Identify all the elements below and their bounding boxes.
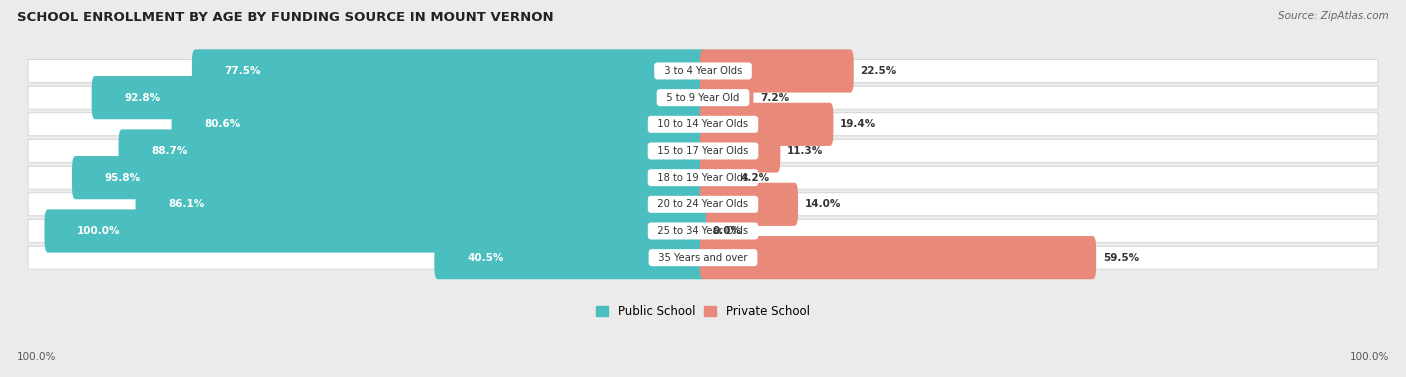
FancyBboxPatch shape: [28, 219, 1378, 242]
Text: 35 Years and over: 35 Years and over: [652, 253, 754, 263]
FancyBboxPatch shape: [91, 76, 706, 119]
Text: 80.6%: 80.6%: [204, 119, 240, 129]
Text: 59.5%: 59.5%: [1102, 253, 1139, 263]
Text: 40.5%: 40.5%: [467, 253, 503, 263]
Text: Source: ZipAtlas.com: Source: ZipAtlas.com: [1278, 11, 1389, 21]
FancyBboxPatch shape: [28, 86, 1378, 109]
Text: 0.0%: 0.0%: [713, 226, 742, 236]
FancyBboxPatch shape: [28, 139, 1378, 162]
FancyBboxPatch shape: [700, 76, 754, 119]
FancyBboxPatch shape: [172, 103, 706, 146]
Text: 100.0%: 100.0%: [1350, 352, 1389, 362]
Text: 10 to 14 Year Olds: 10 to 14 Year Olds: [651, 119, 755, 129]
Text: 95.8%: 95.8%: [105, 173, 141, 182]
FancyBboxPatch shape: [700, 183, 799, 226]
FancyBboxPatch shape: [191, 49, 706, 93]
FancyBboxPatch shape: [28, 246, 1378, 269]
FancyBboxPatch shape: [135, 183, 706, 226]
Text: 25 to 34 Year Olds: 25 to 34 Year Olds: [651, 226, 755, 236]
Text: 18 to 19 Year Olds: 18 to 19 Year Olds: [651, 173, 755, 182]
FancyBboxPatch shape: [700, 129, 780, 173]
Text: 4.2%: 4.2%: [741, 173, 769, 182]
Text: 86.1%: 86.1%: [169, 199, 205, 209]
FancyBboxPatch shape: [700, 156, 734, 199]
FancyBboxPatch shape: [28, 113, 1378, 136]
Text: 22.5%: 22.5%: [860, 66, 897, 76]
FancyBboxPatch shape: [700, 49, 853, 93]
Legend: Public School, Private School: Public School, Private School: [593, 302, 813, 322]
FancyBboxPatch shape: [28, 60, 1378, 83]
FancyBboxPatch shape: [72, 156, 706, 199]
FancyBboxPatch shape: [28, 166, 1378, 189]
Text: 11.3%: 11.3%: [787, 146, 823, 156]
Text: 77.5%: 77.5%: [225, 66, 262, 76]
Text: 100.0%: 100.0%: [77, 226, 121, 236]
FancyBboxPatch shape: [700, 236, 1097, 279]
Text: 5 to 9 Year Old: 5 to 9 Year Old: [661, 93, 745, 103]
FancyBboxPatch shape: [118, 129, 706, 173]
Text: 7.2%: 7.2%: [761, 93, 789, 103]
Text: 100.0%: 100.0%: [17, 352, 56, 362]
Text: 15 to 17 Year Olds: 15 to 17 Year Olds: [651, 146, 755, 156]
FancyBboxPatch shape: [700, 103, 834, 146]
FancyBboxPatch shape: [28, 193, 1378, 216]
Text: 19.4%: 19.4%: [839, 119, 876, 129]
Text: 88.7%: 88.7%: [152, 146, 187, 156]
Text: 92.8%: 92.8%: [124, 93, 160, 103]
Text: 3 to 4 Year Olds: 3 to 4 Year Olds: [658, 66, 748, 76]
Text: 14.0%: 14.0%: [804, 199, 841, 209]
Text: 20 to 24 Year Olds: 20 to 24 Year Olds: [651, 199, 755, 209]
FancyBboxPatch shape: [45, 209, 706, 253]
FancyBboxPatch shape: [434, 236, 706, 279]
Text: SCHOOL ENROLLMENT BY AGE BY FUNDING SOURCE IN MOUNT VERNON: SCHOOL ENROLLMENT BY AGE BY FUNDING SOUR…: [17, 11, 554, 24]
